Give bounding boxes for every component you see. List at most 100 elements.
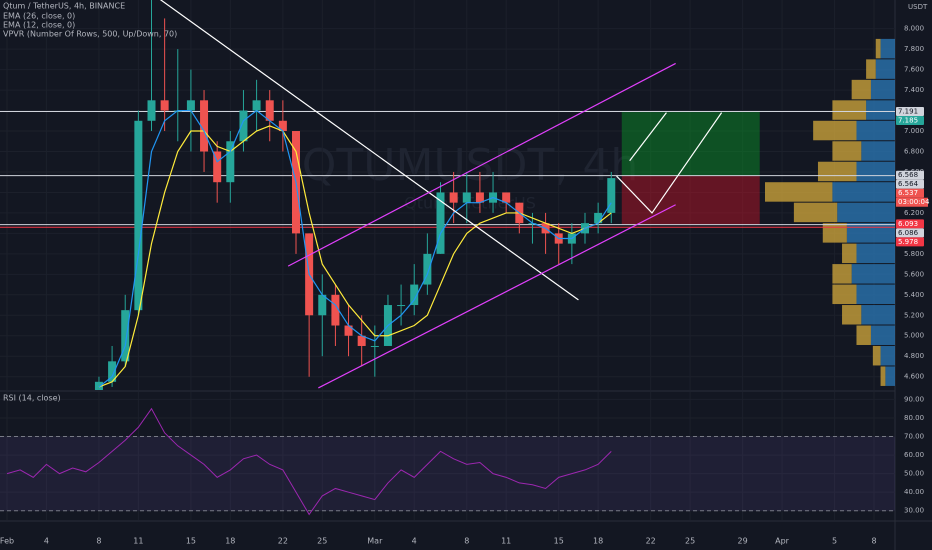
volume-profile-up xyxy=(765,182,833,202)
y-tick-label: 7.000 xyxy=(904,127,924,135)
price-tag-label: 6.564 xyxy=(898,180,919,188)
price-pane: QTUMUSDT, 4h Qtum / TetherUS xyxy=(0,0,895,390)
y-tick-label: 50.00 xyxy=(904,470,924,478)
volume-profile-up xyxy=(856,325,871,345)
volume-profile-down xyxy=(861,305,895,325)
indicator-label: EMA (12, close, 0) xyxy=(3,21,75,30)
volume-profile-down xyxy=(880,345,895,366)
countdown-tag xyxy=(896,197,928,207)
x-tick-label: 25 xyxy=(685,537,695,546)
volume-profile-down xyxy=(837,202,895,223)
countdown: 03:00:04 xyxy=(898,198,930,206)
volume-profile-up xyxy=(793,202,838,223)
ema-line xyxy=(98,125,612,388)
candle-body xyxy=(502,192,511,203)
volume-profile-down xyxy=(856,161,895,182)
price-tag xyxy=(896,106,924,116)
y-tick-label: 80.00 xyxy=(904,414,924,422)
rsi-title: RSI (14, close) xyxy=(3,394,61,403)
trendline xyxy=(159,0,579,301)
y-tick-label: 90.00 xyxy=(904,395,924,403)
volume-profile-up xyxy=(851,79,871,100)
volume-profile-down xyxy=(875,59,895,79)
volume-profile-down xyxy=(861,141,895,161)
x-tick-label: 4 xyxy=(412,537,417,546)
price-tag xyxy=(896,170,924,180)
volume-profile-up xyxy=(822,223,847,243)
x-tick-label: 22 xyxy=(278,537,288,546)
y-tick-label: 6.800 xyxy=(904,147,924,155)
x-tick-label: 8 xyxy=(871,537,876,546)
volume-profile-down xyxy=(880,38,895,59)
volume-profile-up xyxy=(832,100,867,120)
candle-body xyxy=(94,381,103,390)
x-tick-label: 5 xyxy=(832,537,837,546)
y-tick-label: 5.600 xyxy=(904,270,924,278)
symbol-title: Qtum / TetherUS, 4h, BINANCE xyxy=(3,2,125,11)
candle-body xyxy=(397,305,406,307)
candle-body xyxy=(357,335,366,346)
candle-body xyxy=(370,345,379,347)
axes: Feb 4 8 11 15 18 22 25 Mar 4 8 11 15 18 22 25 29 Apr 5 8 4.6… xyxy=(0,25,930,546)
x-tick-label: 22 xyxy=(646,537,656,546)
watermark: QTUMUSDT, 4h xyxy=(302,140,638,191)
y-tick-label: 70.00 xyxy=(904,433,924,441)
volume-profile-down xyxy=(870,325,895,345)
y-tick-label: 4.800 xyxy=(904,352,924,360)
y-tick-label: 4.600 xyxy=(904,373,924,381)
candle-body xyxy=(200,100,209,152)
price-tag-label: 6.086 xyxy=(898,229,919,237)
trendline xyxy=(287,62,676,267)
x-tick-label: Mar xyxy=(367,537,383,546)
candle-body xyxy=(160,100,169,111)
x-tick-label: 15 xyxy=(186,537,196,546)
volume-profile-down xyxy=(856,243,895,264)
volume-profile-up xyxy=(817,161,857,182)
volume-profile-up xyxy=(880,366,886,386)
y-tick-label: 60.00 xyxy=(904,451,924,459)
candle-body xyxy=(252,100,261,111)
price-tag-label: 7.185 xyxy=(898,116,918,124)
y-tick-label: 5.200 xyxy=(904,311,924,319)
candle-body xyxy=(436,192,445,254)
trendline xyxy=(616,112,723,214)
position-stop xyxy=(621,175,760,225)
candle-body xyxy=(134,120,143,311)
candle-body xyxy=(186,100,195,111)
indicator-label: VPVR (Number Of Rows, 500, Up/Down, 70) xyxy=(3,30,177,39)
candle-body xyxy=(239,110,248,142)
price-tag xyxy=(896,228,924,238)
x-tick-label: 11 xyxy=(501,537,511,546)
price-tag-label: 7.191 xyxy=(898,107,918,115)
candle-body xyxy=(121,310,130,362)
candle-body xyxy=(226,141,235,183)
x-tick-label: 18 xyxy=(225,537,235,546)
candle-body xyxy=(449,192,458,203)
x-tick-label: 29 xyxy=(738,537,748,546)
y-tick-label: 5.000 xyxy=(904,332,924,340)
rsi-pane xyxy=(0,392,895,520)
volume-profile-up xyxy=(832,141,862,161)
rsi-line xyxy=(6,407,612,516)
y-tick-label: 7.600 xyxy=(904,66,924,74)
volume-profile-up xyxy=(842,305,862,325)
candle-body xyxy=(213,151,222,183)
x-tick-label: Apr xyxy=(775,537,790,546)
y-tick-label: 5.400 xyxy=(904,291,924,299)
price-tag xyxy=(896,188,924,198)
volume-profile-down xyxy=(885,366,895,386)
price-tag-label: 6.093 xyxy=(898,220,918,228)
volume-profile-down xyxy=(856,120,895,141)
x-tick-label: 8 xyxy=(464,537,469,546)
x-tick-label: Feb xyxy=(0,537,14,546)
candle-body xyxy=(475,192,484,203)
rsi-band xyxy=(0,436,895,511)
y-tick-label: 7.800 xyxy=(904,45,924,53)
x-tick-label: 25 xyxy=(317,537,327,546)
position-target xyxy=(621,112,760,176)
price-tag xyxy=(896,115,924,125)
candle-body xyxy=(108,361,117,382)
volume-profile-up xyxy=(875,38,881,59)
volume-profile-down xyxy=(846,223,895,243)
